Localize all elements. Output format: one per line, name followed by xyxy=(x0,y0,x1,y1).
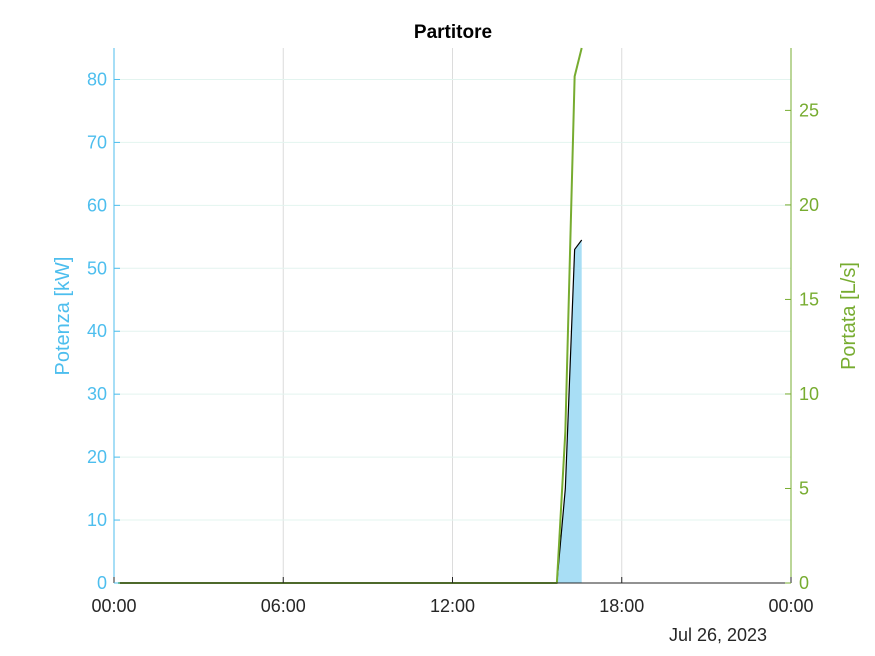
y-left-tick-label: 40 xyxy=(87,321,107,341)
y-left-tick-label: 10 xyxy=(87,510,107,530)
y-right-tick-label: 15 xyxy=(799,289,819,309)
x-tick-label: 18:00 xyxy=(599,596,644,616)
grid-layer xyxy=(113,48,792,584)
y-left-tick-label: 70 xyxy=(87,132,107,152)
x-tick-label: 00:00 xyxy=(91,596,136,616)
y-left-tick-label: 50 xyxy=(87,258,107,278)
chart-title: Partitore xyxy=(414,22,492,43)
y-left-tick-label: 20 xyxy=(87,447,107,467)
y-axis-left-label: Potenza [kW] xyxy=(52,257,74,376)
x-tick-label: 00:00 xyxy=(768,596,813,616)
y-left-tick-label: 80 xyxy=(87,69,107,89)
y-axis-right-label: Portata [L/s] xyxy=(838,262,860,370)
y-left-tick-label: 30 xyxy=(87,384,107,404)
y-left-tick-label: 0 xyxy=(97,573,107,593)
y-left-tick-label: 60 xyxy=(87,195,107,215)
x-tick-label: 06:00 xyxy=(261,596,306,616)
y-right-tick-label: 10 xyxy=(799,384,819,404)
date-label: Jul 26, 2023 xyxy=(669,625,767,645)
y-right-tick-label: 20 xyxy=(799,195,819,215)
ticks-layer: 00:00 06:00 12:00 18:00 00:00010203040506070… xyxy=(87,69,819,616)
y-right-tick-label: 25 xyxy=(799,100,819,120)
y-right-tick-label: 0 xyxy=(799,573,809,593)
x-tick-label: 12:00 xyxy=(430,596,475,616)
y-right-tick-label: 5 xyxy=(799,478,809,498)
